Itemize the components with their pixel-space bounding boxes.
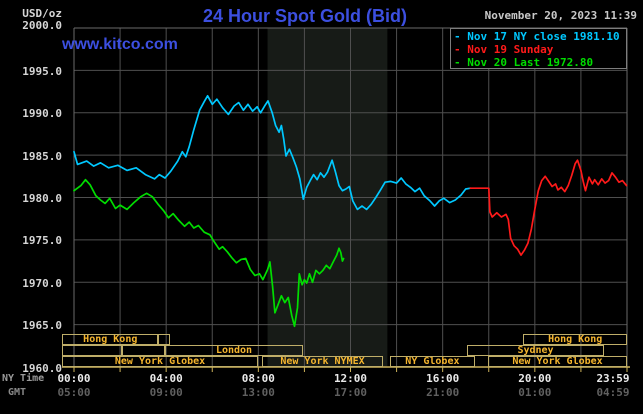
x-axis-tick-label-gmt: 05:00 xyxy=(57,386,91,399)
chart-title: 24 Hour Spot Gold (Bid) xyxy=(203,6,407,26)
y-axis-tick-label: 1990.0 xyxy=(22,107,62,121)
legend-box: - Nov 17 NY close 1981.10- Nov 19 Sunday… xyxy=(450,28,627,69)
session-box-hong-kong: Hong Kong xyxy=(62,334,159,345)
legend-text: Nov 17 NY close 1981.10 xyxy=(467,30,620,43)
session-box-new-york-globex: New York Globex xyxy=(62,356,259,367)
legend-item: - Nov 17 NY close 1981.10 xyxy=(454,30,626,43)
legend-dash-icon: - xyxy=(454,56,468,69)
legend-dash-icon: - xyxy=(454,43,468,56)
session-box-ny-globex: NY Globex xyxy=(389,356,475,367)
ny-time-row-label: NY Time xyxy=(2,373,45,384)
session-box-london: London xyxy=(165,345,304,356)
session-box-new-york-globex: New York Globex xyxy=(488,356,627,367)
y-axis-tick-label: 1960.0 xyxy=(22,361,62,375)
session-box-new-york-nymex: New York NYMEX xyxy=(262,356,383,367)
y-axis-tick-label: 1970.0 xyxy=(22,276,62,290)
x-axis-tick-label-ny: 12:00 xyxy=(333,372,368,385)
series-line-1 xyxy=(469,159,628,256)
session-box xyxy=(121,345,165,356)
series-line-0 xyxy=(73,94,472,211)
x-axis-tick-label-gmt: 09:00 xyxy=(149,386,183,399)
datetime-label: November 20, 2023 11:39 xyxy=(484,9,637,22)
x-axis-tick-label-ny: 23:59 xyxy=(596,372,630,385)
x-axis-tick-label-gmt: 04:59 xyxy=(596,386,630,399)
y-axis-tick-label: 1975.0 xyxy=(22,234,62,248)
session-box xyxy=(158,334,171,345)
legend-dash-icon: - xyxy=(454,30,468,43)
x-axis-tick-label-ny: 20:00 xyxy=(518,372,552,385)
legend-item: - Nov 19 Sunday xyxy=(454,43,626,56)
x-axis-tick-label-ny: 04:00 xyxy=(149,372,183,385)
x-axis-tick-label-gmt: 21:00 xyxy=(426,386,460,399)
y-axis-tick-label: 1980.0 xyxy=(22,192,62,205)
x-axis-tick-label-ny: 16:00 xyxy=(426,372,460,385)
x-axis-tick-label-gmt: 13:00 xyxy=(241,386,275,399)
legend-item: - Nov 20 Last 1972.80 xyxy=(454,56,626,69)
session-box-sydney: Sydney xyxy=(467,345,604,356)
legend-text: Nov 19 Sunday xyxy=(467,43,554,56)
y-axis-tick-label: 1985.0 xyxy=(22,149,62,163)
y-axis-units-label: USD/oz xyxy=(22,7,62,20)
x-axis-tick-label-gmt: 17:00 xyxy=(333,386,368,399)
session-box-hong-kong: Hong Kong xyxy=(523,334,627,345)
gmt-row-label: GMT xyxy=(8,387,27,398)
x-axis-tick-label-gmt: 01:00 xyxy=(518,386,552,399)
y-axis-tick-label: 2000.0 xyxy=(22,19,62,32)
kitco-watermark: www.kitco.com xyxy=(62,36,178,53)
y-axis-tick-label: 1995.0 xyxy=(22,64,62,78)
x-axis-tick-label-ny: 00:00 xyxy=(57,372,91,385)
series-line-2 xyxy=(73,178,345,328)
session-box xyxy=(62,345,122,356)
legend-text: Nov 20 Last 1972.80 xyxy=(467,56,594,69)
x-axis-tick-label-ny: 08:00 xyxy=(241,372,275,385)
y-axis-tick-label: 1965.0 xyxy=(22,319,62,333)
